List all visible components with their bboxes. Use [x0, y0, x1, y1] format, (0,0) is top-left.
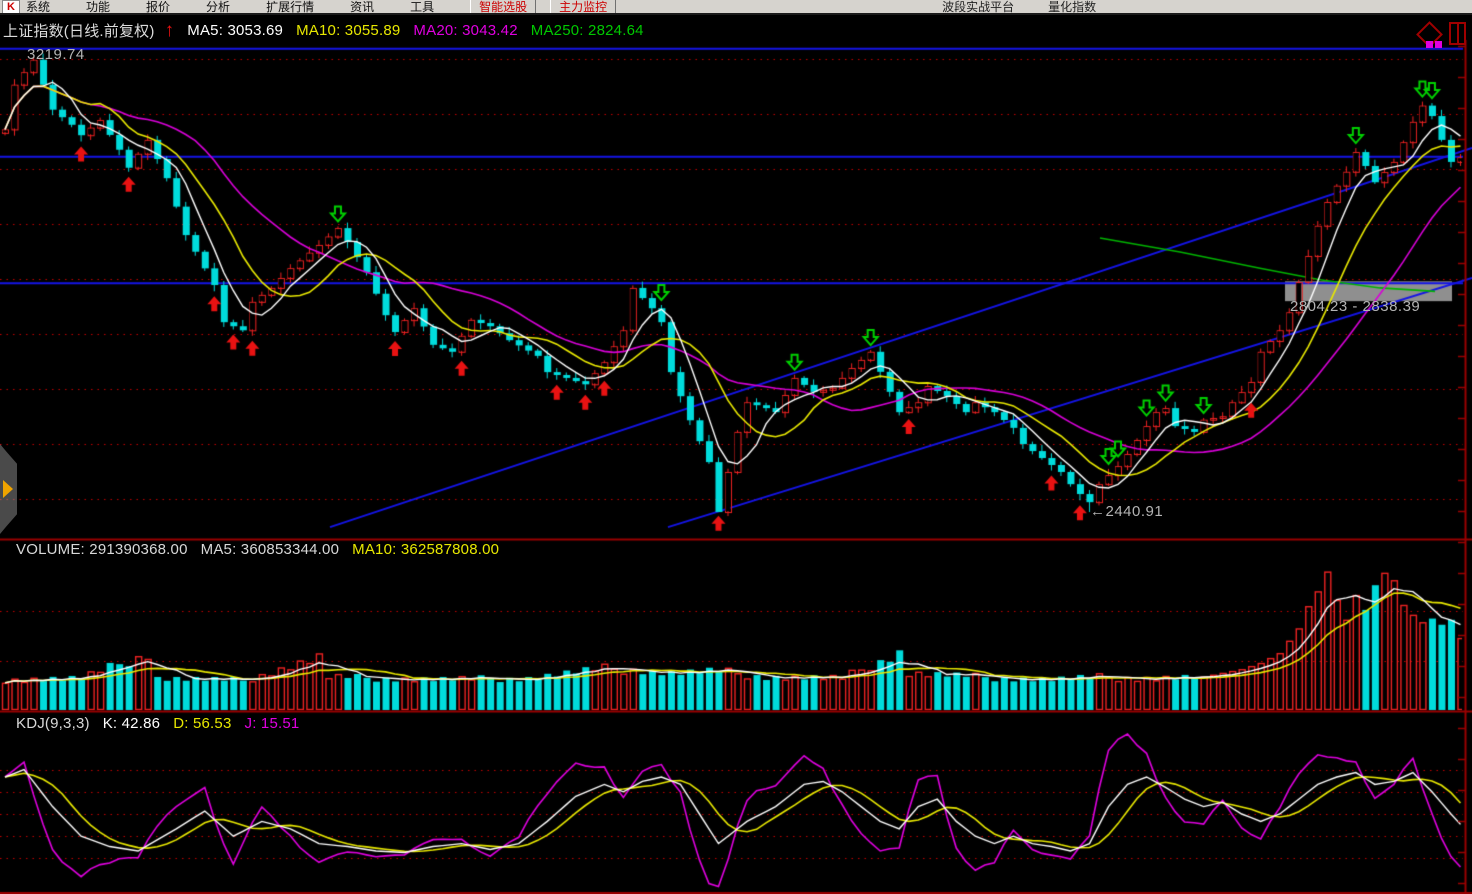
hdr-item: D: 56.53 — [173, 715, 232, 732]
instrument-title: 上证指数(日线.前复权) — [3, 23, 155, 40]
hdr-item: MA20: 3043.42 — [413, 22, 518, 39]
menu-item[interactable]: 资讯 — [350, 0, 375, 14]
hdr-item: MA10: 3055.89 — [296, 22, 401, 39]
menu-buttons: 智能选股 主力监控 — [470, 0, 630, 13]
menu-bar: K 系统 功能 报价 分析 扩展行情 资讯 工具 智能选股 主力监控 波段实战平台 量化指数 — [0, 0, 1472, 15]
hdr-item: KDJ(9,3,3) — [16, 715, 90, 732]
menu-right: 量化指数 — [1048, 0, 1097, 14]
low-price-label: ←2440.91 — [1090, 503, 1164, 520]
hdr-item: J: 15.51 — [244, 715, 300, 732]
menu-item[interactable]: 报价 — [146, 0, 171, 14]
kdj-panel-header: KDJ(9,3,3) K: 42.86 D: 56.53 J: 15.51 — [3, 715, 299, 732]
main-chart-header: 上证指数(日线.前复权) ↑ MA5: 3053.69 MA10: 3055.89… — [3, 20, 644, 41]
app-logo-icon: K — [2, 0, 20, 13]
menu-item[interactable]: 分析 — [206, 0, 231, 14]
menu-right-text: 波段实战平台 量化指数 — [942, 0, 1130, 14]
menu-item[interactable]: 功能 — [86, 0, 111, 14]
volume-panel-header: VOLUME: 291390368.00 MA5: 360853344.00 MA1… — [3, 541, 499, 558]
hdr-item: MA250: 2824.64 — [530, 22, 644, 39]
ma-legend: MA5: 3053.69 MA10: 3055.89 MA20: 3043.42 MA… — [174, 22, 643, 39]
menu-item[interactable]: 系统 — [26, 0, 51, 14]
menu-btn[interactable]: 主力监控 — [550, 0, 617, 13]
hdr-item: K: 42.86 — [102, 715, 161, 732]
menu-btn[interactable]: 智能选股 — [470, 0, 537, 13]
menu-items: 系统 功能 报价 分析 扩展行情 资讯 工具 — [26, 0, 470, 14]
high-price-label: 3219.74 — [27, 46, 85, 63]
hdr-item: MA5: 3053.69 — [187, 22, 284, 39]
marker-square-icon — [1435, 41, 1442, 48]
kdj-legend: KDJ(9,3,3) K: 42.86 D: 56.53 J: 15.51 — [3, 715, 299, 732]
menu-item[interactable]: 扩展行情 — [266, 0, 315, 14]
hdr-item: MA5: 360853344.00 — [200, 541, 340, 558]
hdr-item: VOLUME: 291390368.00 — [16, 541, 188, 558]
trend-up-icon: ↑ — [164, 19, 175, 41]
gap-range-label: 2804.23 - 2838.39 — [1290, 298, 1421, 315]
volume-legend: VOLUME: 291390368.00 MA5: 360853344.00 MA1… — [3, 541, 499, 558]
side-panel-handle[interactable] — [0, 444, 17, 534]
marker-square-icon — [1426, 41, 1433, 48]
menu-item[interactable]: 工具 — [410, 0, 435, 14]
expand-arrow-icon — [3, 480, 13, 498]
menu-right: 波段实战平台 — [942, 0, 1015, 14]
hdr-item: MA10: 362587808.00 — [352, 541, 500, 558]
split-window-icon[interactable] — [1449, 22, 1466, 45]
